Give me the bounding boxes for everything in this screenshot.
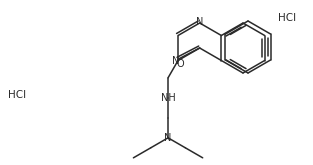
Text: N: N [196,17,203,27]
Text: NH: NH [161,93,175,103]
Text: N: N [164,133,172,143]
Text: HCl: HCl [278,13,296,23]
Text: N: N [172,56,180,66]
Text: O: O [176,59,184,69]
Text: HCl: HCl [8,90,26,100]
